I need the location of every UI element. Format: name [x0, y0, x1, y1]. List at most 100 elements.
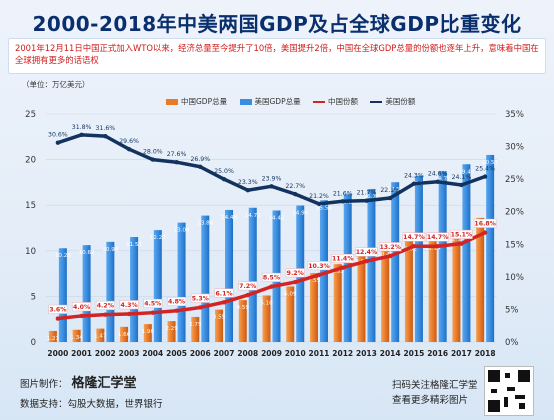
qr-caption: 扫码关注格隆汇学堂 查看更多精彩图片: [392, 378, 478, 408]
data-label-china-share-box: [143, 298, 163, 308]
us-share-point: [245, 188, 250, 193]
y-left-tick-label: 15: [25, 201, 36, 211]
data-label-china-share: 4.3%: [120, 302, 137, 309]
bar-us-gdp: [225, 209, 234, 342]
data-label-china-share: 6.1%: [215, 290, 232, 297]
data-label-china-share: 15.1%: [451, 232, 472, 239]
bar-us-gdp: [319, 200, 328, 342]
data-label-china-share: 5.3%: [192, 295, 209, 302]
data-label-china-share: 16.8%: [474, 221, 495, 228]
summary-note: 2001年12月11日中国正式加入WTO以来，经济总量至今提升了10倍，美国提升…: [8, 38, 546, 74]
bar-china-gdp: [452, 231, 461, 342]
china-share-point: [103, 312, 108, 317]
y-left-tick-label: 25: [25, 110, 36, 120]
x-tick-label: 2007: [214, 349, 235, 358]
data-label-us-share: 28.0%: [143, 149, 163, 156]
bar-china-gdp: [96, 328, 105, 342]
data-label-china-share-box: [402, 232, 426, 242]
data-label-china-share: 4.0%: [73, 304, 90, 311]
data-label-us-gdp: 13.86: [197, 221, 213, 227]
data-label-china-share-box: [331, 253, 354, 263]
china-share-point: [174, 308, 179, 313]
data-label-china-share: 9.2%: [287, 270, 304, 277]
data-label-us-share: 23.9%: [262, 175, 282, 182]
bar-us-gdp: [367, 188, 376, 342]
us-share-point: [459, 182, 464, 188]
data-label-china-share: 12.4%: [356, 249, 377, 256]
bar-china-gdp: [143, 324, 152, 342]
china-share-point: [150, 310, 156, 315]
data-label-china-share-box: [473, 218, 497, 228]
data-label-china-share: 11.4%: [332, 256, 353, 263]
data-label-us-gdp: 17.52: [387, 187, 403, 193]
bar-china-gdp: [48, 330, 57, 342]
y-right-tick-label: 30%: [505, 143, 524, 153]
us-share-point: [174, 160, 179, 165]
data-label-us-share: 25.4%: [475, 166, 495, 173]
bar-us-gdp: [153, 230, 162, 342]
china-share-point: [387, 253, 393, 259]
us-share-point: [411, 181, 417, 186]
data-label-china-share-box: [190, 293, 210, 303]
legend-item-us-share: 美国份额: [370, 96, 415, 107]
data-label-us-share: 21.6%: [333, 190, 353, 197]
credit-line: 图片制作： 格隆汇学堂: [20, 372, 163, 391]
bar-china-gdp: [404, 241, 413, 342]
data-label-us-share: 31.8%: [72, 124, 92, 131]
x-tick-label: 2005: [166, 349, 187, 358]
x-tick-label: 2008: [237, 349, 258, 358]
china-share-point: [293, 279, 298, 285]
china-share-point: [269, 284, 274, 289]
china-share-point: [221, 300, 227, 305]
legend-swatch-us-gdp: [239, 99, 252, 105]
data-label-china-gdp: 11.14: [425, 245, 441, 251]
x-tick-label: 2002: [95, 349, 116, 358]
x-tick-label: 2014: [380, 349, 401, 358]
data-label-china-share: 4.2%: [97, 303, 114, 310]
qr-caption-line2: 查看更多精彩图片: [392, 395, 469, 406]
data-label-china-gdp: 2.29: [165, 326, 178, 332]
data-label-us-gdp: 19.49: [458, 169, 474, 175]
y-left-tick-label: 20: [25, 156, 36, 166]
data-label-us-gdp: 10.62: [79, 250, 95, 256]
us-share-point: [79, 132, 84, 138]
x-tick-label: 2011: [309, 349, 330, 358]
qr-code-image[interactable]: [484, 366, 534, 416]
us-share-point: [364, 198, 369, 203]
data-label-china-share: 4.5%: [144, 301, 161, 308]
data-label-china-share: 14.7%: [427, 234, 448, 241]
bar-china-gdp: [309, 273, 318, 342]
y-right-tick-label: 10%: [505, 273, 524, 283]
data-label-us-share: 30.6%: [48, 132, 68, 139]
legend-swatch-china-share: [313, 101, 325, 103]
bar-china-gdp: [238, 300, 247, 342]
bar-us-gdp: [82, 245, 91, 342]
bar-us-gdp: [106, 241, 115, 342]
bar-us-gdp: [248, 207, 257, 342]
china-share-point: [245, 292, 250, 298]
us-share-point: [103, 133, 108, 139]
data-label-china-share-box: [119, 300, 139, 310]
y-left-tick-label: 5: [31, 292, 36, 302]
data-label-us-gdp: 13.09: [174, 228, 190, 234]
us-share-point: [221, 176, 227, 182]
bar-china-gdp: [120, 326, 129, 342]
data-label-china-gdp: 1.96: [142, 329, 155, 335]
data-label-us-gdp: 18.71: [435, 176, 451, 182]
qr-caption-line1: 扫码关注格隆汇学堂: [392, 380, 478, 391]
data-label-china-share: 4.8%: [168, 299, 185, 306]
data-label-us-share: 21.2%: [309, 193, 329, 200]
bar-us-gdp: [462, 164, 471, 342]
y-right-tick-label: 20%: [505, 208, 524, 218]
data-label-china-gdp: 8.53: [331, 269, 344, 275]
data-label-china-gdp: 5.10: [260, 300, 273, 306]
legend-item-china-share: 中国份额: [313, 96, 358, 107]
data-label-china-share: 10.3%: [308, 263, 329, 270]
china-share-point: [126, 311, 132, 317]
china-share-point: [364, 259, 369, 264]
data-label-us-gdp: 16.78: [363, 194, 379, 200]
legend-label-china-gdp: 中国GDP总量: [181, 97, 228, 106]
us-share-point: [316, 201, 322, 207]
y-left-tick-label: 0: [31, 338, 36, 348]
x-tick-label: 2004: [142, 349, 163, 358]
